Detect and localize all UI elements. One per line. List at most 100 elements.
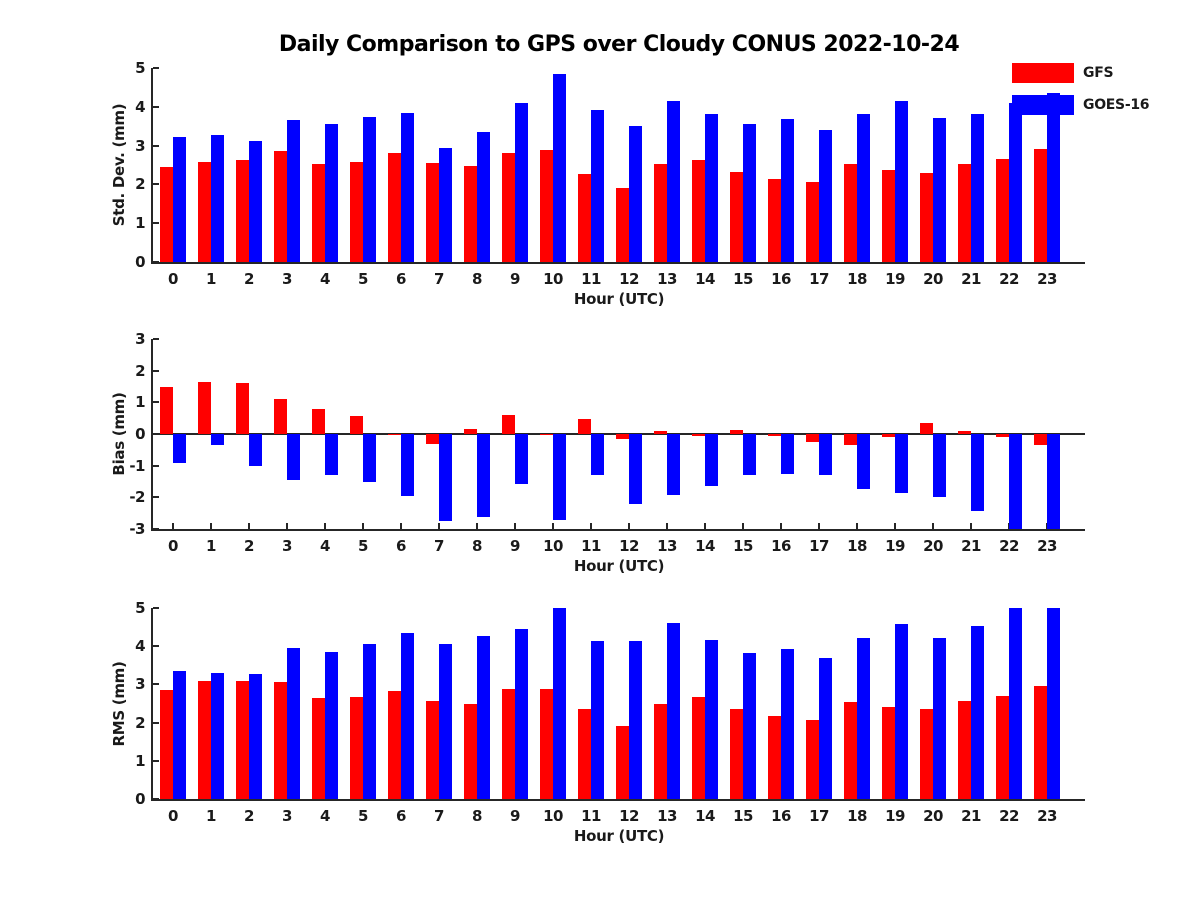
bar-goes-16-h14 xyxy=(705,114,718,262)
y-tick-mark xyxy=(153,759,159,762)
x-tick-label: 2 xyxy=(244,537,254,555)
y-axis-label: RMS (mm) xyxy=(110,660,128,747)
bar-gfs-h12 xyxy=(616,188,629,262)
bar-goes-16-h11 xyxy=(591,640,604,799)
bar-gfs-h6 xyxy=(388,690,401,799)
y-tick-mark xyxy=(153,645,159,648)
x-tick-mark xyxy=(666,523,668,529)
bar-goes-16-h9 xyxy=(515,629,528,799)
x-tick-label: 12 xyxy=(619,270,639,288)
bar-goes-16-h18 xyxy=(857,638,870,799)
y-tick-mark xyxy=(153,183,159,186)
x-tick-mark xyxy=(704,523,706,529)
bar-goes-16-h22 xyxy=(1009,102,1022,262)
x-tick-label: 5 xyxy=(358,270,368,288)
x-tick-label: 22 xyxy=(999,270,1019,288)
bar-goes-16-h20 xyxy=(933,637,946,799)
bar-gfs-h8 xyxy=(464,429,477,434)
x-tick-label: 14 xyxy=(695,270,715,288)
bar-gfs-h12 xyxy=(616,725,629,799)
y-tick-mark xyxy=(153,528,159,530)
bar-goes-16-h6 xyxy=(401,434,414,496)
y-tick-mark xyxy=(153,683,159,686)
bar-goes-16-h17 xyxy=(819,434,832,476)
x-tick-mark xyxy=(362,523,364,529)
y-tick-mark xyxy=(153,607,159,609)
bar-gfs-h4 xyxy=(312,164,325,262)
bar-gfs-h21 xyxy=(958,430,971,434)
bar-gfs-h20 xyxy=(920,709,933,799)
x-tick-label: 16 xyxy=(771,270,791,288)
x-tick-mark xyxy=(476,523,478,529)
y-tick-label: 5 xyxy=(135,599,145,617)
bar-gfs-h18 xyxy=(844,434,857,446)
x-tick-label: 3 xyxy=(282,270,292,288)
bar-goes-16-h19 xyxy=(895,624,908,799)
x-tick-label: 8 xyxy=(472,270,482,288)
x-tick-label: 10 xyxy=(543,270,563,288)
x-tick-label: 9 xyxy=(510,537,520,555)
bar-gfs-h4 xyxy=(312,697,325,799)
x-tick-label: 16 xyxy=(771,537,791,555)
x-tick-label: 8 xyxy=(472,807,482,825)
x-tick-label: 3 xyxy=(282,537,292,555)
y-tick-mark xyxy=(153,261,159,263)
bar-gfs-h19 xyxy=(882,434,895,438)
x-tick-mark xyxy=(894,523,896,529)
y-tick-label: 1 xyxy=(135,393,145,412)
x-axis-label: Hour (UTC) xyxy=(573,290,665,308)
bar-gfs-h10 xyxy=(540,434,553,435)
x-tick-label: 17 xyxy=(809,807,829,825)
bar-goes-16-h0 xyxy=(173,137,186,262)
bar-gfs-h9 xyxy=(502,152,515,262)
bar-goes-16-h1 xyxy=(211,672,224,799)
x-tick-label: 20 xyxy=(923,807,943,825)
x-tick-label: 21 xyxy=(961,807,981,825)
x-tick-label: 7 xyxy=(434,537,444,555)
x-tick-label: 11 xyxy=(581,537,601,555)
x-tick-label: 0 xyxy=(168,807,178,825)
x-tick-label: 1 xyxy=(206,537,216,555)
bar-gfs-h7 xyxy=(426,434,439,444)
x-tick-label: 0 xyxy=(168,270,178,288)
bar-goes-16-h12 xyxy=(629,126,642,262)
x-tick-mark xyxy=(438,523,440,529)
bar-gfs-h23 xyxy=(1034,149,1047,262)
x-tick-mark xyxy=(932,523,934,529)
bar-gfs-h0 xyxy=(160,690,173,799)
bar-gfs-h15 xyxy=(730,709,743,799)
bar-gfs-h11 xyxy=(578,173,591,262)
x-tick-label: 7 xyxy=(434,807,444,825)
bar-goes-16-h23 xyxy=(1047,434,1060,529)
bar-goes-16-h8 xyxy=(477,131,490,262)
bar-goes-16-h4 xyxy=(325,652,338,799)
bar-goes-16-h6 xyxy=(401,633,414,799)
y-axis-label: Bias (mm) xyxy=(110,392,128,476)
bar-gfs-h11 xyxy=(578,709,591,799)
bar-goes-16-h12 xyxy=(629,641,642,799)
x-tick-mark xyxy=(970,523,972,529)
y-tick-label: 0 xyxy=(135,253,145,271)
bar-goes-16-h8 xyxy=(477,635,490,799)
x-tick-label: 5 xyxy=(358,537,368,555)
x-tick-label: 12 xyxy=(619,537,639,555)
bar-goes-16-h9 xyxy=(515,102,528,262)
x-tick-mark xyxy=(400,523,402,529)
bar-goes-16-h17 xyxy=(819,129,832,262)
y-tick-mark xyxy=(153,67,159,69)
bar-gfs-h20 xyxy=(920,172,933,262)
bar-goes-16-h9 xyxy=(515,434,528,484)
x-tick-mark xyxy=(856,523,858,529)
bar-gfs-h4 xyxy=(312,408,325,434)
legend-item-gfs: GFS xyxy=(1012,63,1114,83)
x-tick-mark xyxy=(172,523,174,529)
bar-gfs-h16 xyxy=(768,716,781,799)
bar-gfs-h6 xyxy=(388,152,401,262)
gfs-color-swatch xyxy=(1012,63,1074,83)
x-tick-label: 13 xyxy=(657,807,677,825)
x-tick-label: 10 xyxy=(543,537,563,555)
x-tick-label: 7 xyxy=(434,270,444,288)
y-tick-mark xyxy=(153,721,159,724)
bar-gfs-h9 xyxy=(502,415,515,434)
x-tick-label: 2 xyxy=(244,270,254,288)
